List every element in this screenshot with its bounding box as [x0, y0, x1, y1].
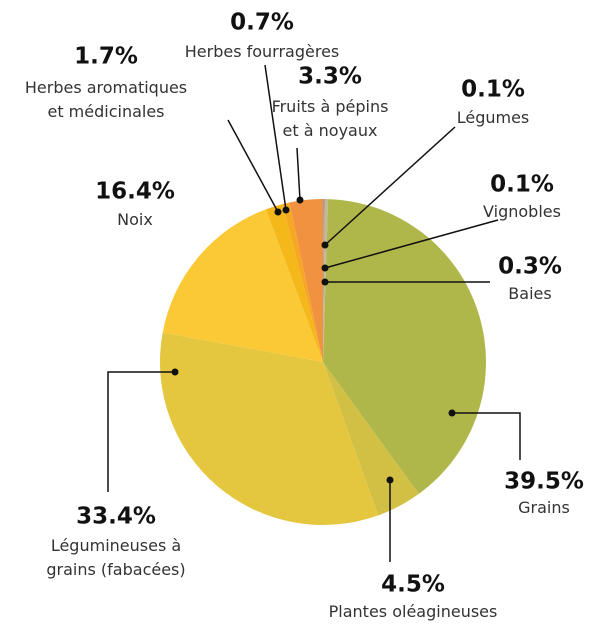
category-label: Légumineuses à grains (fabacées): [46, 536, 185, 579]
value-label: 3.3%: [298, 64, 362, 90]
pie-slice: [323, 362, 419, 516]
category-label-line: Herbes fourragères: [185, 42, 340, 61]
category-label-line: Légumes: [457, 108, 530, 127]
leader-dot: [321, 264, 329, 272]
category-label: Noix: [117, 210, 153, 229]
category-label: Vignobles: [483, 202, 561, 221]
pie-slice: [159, 332, 379, 526]
leader-dot: [282, 206, 290, 214]
value-label: 0.1%: [490, 172, 554, 198]
pie-slice: [289, 199, 323, 362]
value-label: 4.5%: [381, 572, 445, 598]
leader-line: [324, 126, 456, 246]
pie-slice: [265, 204, 323, 362]
category-label: Baies: [508, 284, 551, 303]
leader-line: [452, 412, 521, 460]
value-label: 0.3%: [498, 254, 562, 280]
leader-line: [296, 147, 301, 201]
leader-line: [227, 119, 279, 213]
leader-dot: [386, 476, 394, 484]
category-label: Fruits à pépins et à noyaux: [272, 97, 389, 140]
category-label: Plantes oléagineuses: [329, 602, 498, 621]
pie-slice: [282, 202, 323, 362]
pie-slice: [162, 209, 323, 362]
category-label: Herbes fourragères: [185, 42, 340, 61]
leader-line: [264, 64, 287, 211]
category-label-line: Grains: [518, 498, 570, 517]
category-label-line: grains (fabacées): [46, 560, 185, 579]
value-label: 1.7%: [74, 44, 138, 70]
category-label-line: Baies: [508, 284, 551, 303]
category-label-line: Herbes aromatiques: [25, 78, 187, 97]
category-label-line: Plantes oléagineuses: [329, 602, 498, 621]
category-label: Herbes aromatiques et médicinales: [25, 78, 187, 121]
value-label: 0.7%: [230, 10, 294, 36]
category-label-line: et médicinales: [47, 102, 164, 121]
leader-dot: [171, 368, 179, 376]
value-label: 33.4%: [76, 504, 156, 530]
category-label: Grains: [518, 498, 570, 517]
leader-dot: [448, 409, 456, 417]
value-label: 16.4%: [95, 179, 175, 205]
leader-dot: [296, 196, 304, 204]
category-label-line: et à noyaux: [283, 121, 378, 140]
leader-dot: [321, 278, 329, 286]
category-label-line: Légumineuses à: [51, 536, 181, 555]
value-label: 0.1%: [461, 77, 525, 103]
category-label-line: Noix: [117, 210, 153, 229]
leader-line: [107, 371, 175, 492]
pie-slice: [323, 199, 487, 494]
pie-slice: [323, 199, 325, 362]
value-label: 39.5%: [504, 469, 584, 495]
leader-dot: [274, 208, 282, 216]
category-label-line: Fruits à pépins: [272, 97, 389, 116]
leader-dot: [321, 241, 329, 249]
category-label-line: Vignobles: [483, 202, 561, 221]
category-label: Légumes: [457, 108, 530, 127]
leader-line: [324, 219, 499, 269]
